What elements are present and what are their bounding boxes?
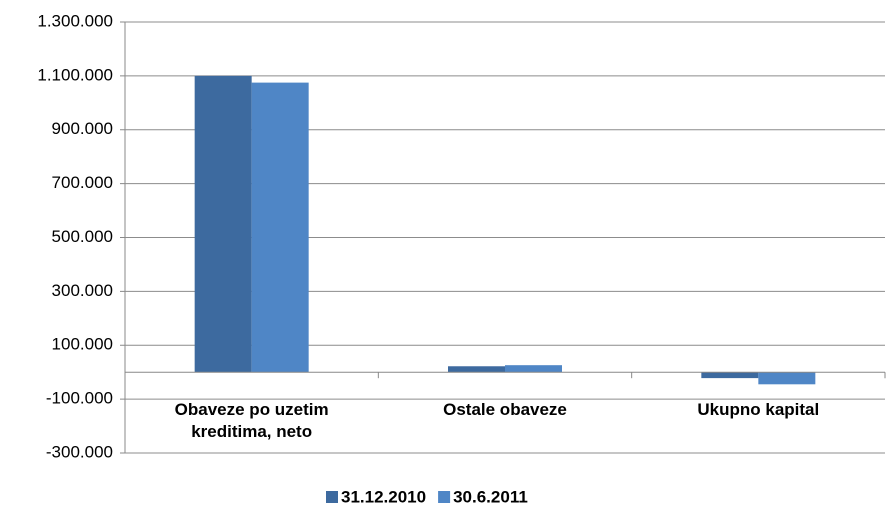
- bar: [505, 365, 562, 373]
- x-tick-label: Obaveze po uzetim kreditima, neto: [174, 400, 329, 441]
- legend-label: 30.6.2011: [453, 487, 528, 506]
- y-tick-label: 300.000: [52, 281, 113, 300]
- bar: [448, 366, 505, 373]
- x-tick-label: Ukupno kapital: [697, 400, 820, 419]
- y-tick-label: 900.000: [52, 119, 113, 138]
- y-tick-label: 100.000: [52, 335, 113, 354]
- y-tick-label: -100.000: [46, 389, 113, 408]
- y-tick-label: -300.000: [46, 442, 113, 461]
- bar: [701, 372, 759, 379]
- y-tick-label: 500.000: [52, 227, 113, 246]
- y-tick-label: 1.300.000: [37, 11, 113, 30]
- legend-label: 31.12.2010: [341, 487, 426, 506]
- bar: [194, 75, 252, 373]
- legend-swatch: [438, 491, 451, 503]
- bar: [251, 82, 309, 373]
- y-tick-label: 700.000: [52, 173, 113, 192]
- legend-swatch: [326, 491, 338, 503]
- x-tick-label: Ostale obaveze: [443, 400, 567, 419]
- y-tick-label: 1.100.000: [37, 65, 113, 84]
- bar: [758, 372, 816, 385]
